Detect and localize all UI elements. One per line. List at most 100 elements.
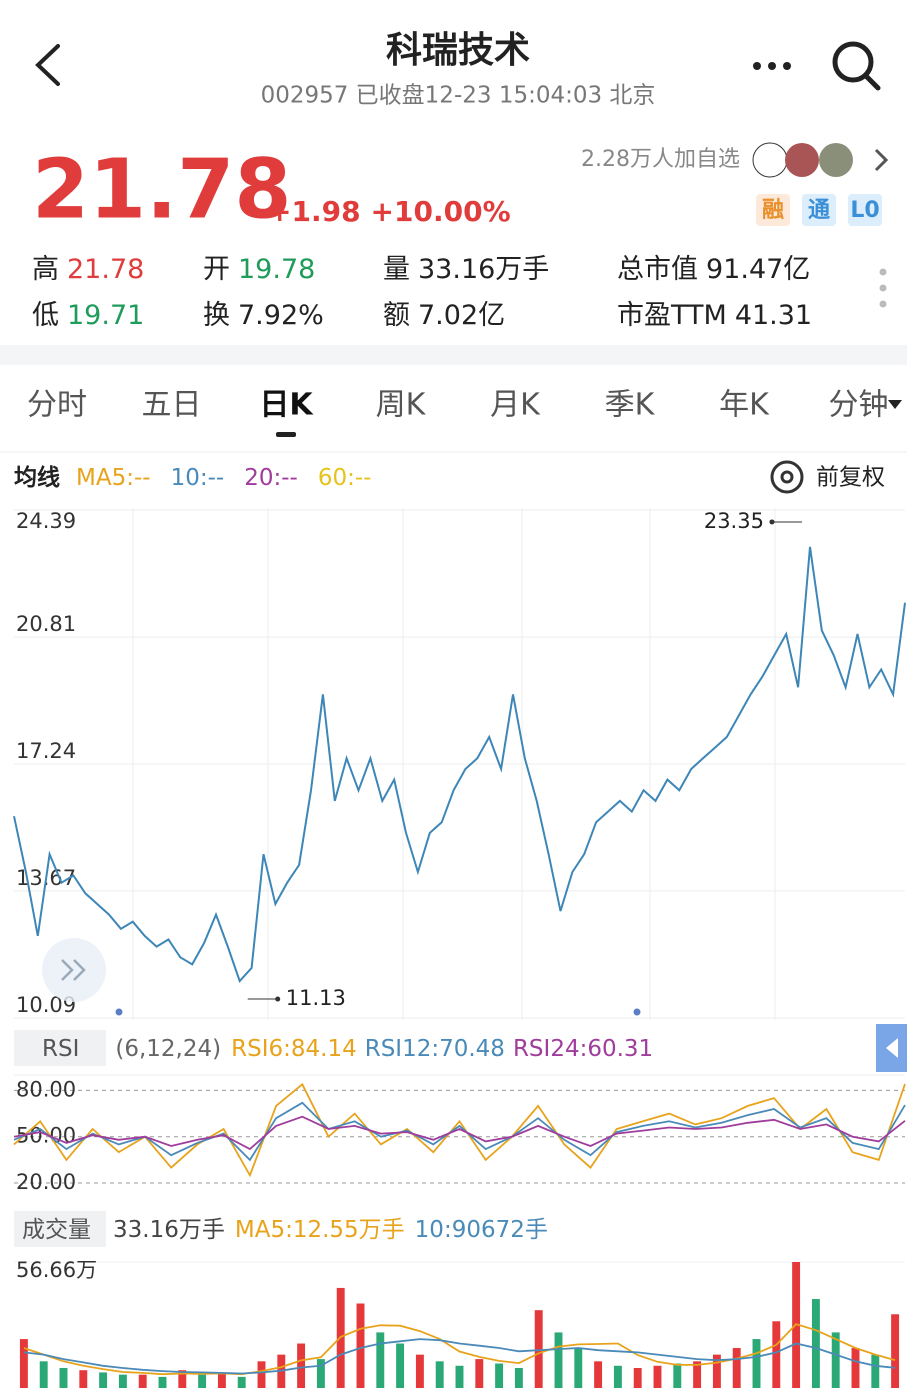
- change: +1.98: [268, 195, 361, 228]
- volume-bar: [732, 1347, 741, 1388]
- back-button[interactable]: [35, 44, 60, 86]
- rsi-line: [13, 1082, 906, 1178]
- volume-bar: [495, 1363, 504, 1388]
- dropdown-caret: [888, 400, 902, 409]
- chevron[interactable]: [874, 148, 889, 172]
- legend-item: RSI12:70.48: [365, 1036, 505, 1062]
- tab[interactable]: 日K: [259, 388, 314, 423]
- stats-more[interactable]: [879, 268, 887, 308]
- badge-bg: [802, 194, 836, 226]
- volume-bar: [19, 1339, 28, 1388]
- volume-bar: [178, 1370, 187, 1388]
- avatars[interactable]: [752, 142, 853, 178]
- volume-bar: [138, 1374, 147, 1388]
- y-tick-label: 20.00: [16, 1170, 76, 1194]
- y-tick-label: 20.81: [16, 612, 76, 636]
- volume-bar: [475, 1359, 484, 1388]
- tab[interactable]: 五日: [142, 388, 202, 423]
- volume-ma-line: [23, 1338, 896, 1375]
- tabs: 分时 五日 日K 周K 月K 季K 年K 分钟: [27, 388, 902, 437]
- tab[interactable]: 分钟: [829, 388, 889, 423]
- adjust-label: 前复权: [816, 465, 885, 491]
- tab[interactable]: 月K: [490, 388, 541, 423]
- rsi-tab[interactable]: [14, 1030, 106, 1066]
- stat-value: 33.16万手: [418, 254, 549, 285]
- stat-value: 7.92%: [238, 300, 324, 331]
- volume-bar: [811, 1299, 820, 1388]
- price-change: +1.98 +10.00%: [268, 195, 511, 228]
- stat-value: 91.47亿: [706, 254, 810, 285]
- volume-bar: [217, 1372, 226, 1388]
- change-pct: +10.00%: [371, 195, 511, 228]
- stat-label: 高: [32, 254, 59, 285]
- tab[interactable]: 季K: [605, 388, 656, 423]
- volume-bar: [514, 1367, 523, 1388]
- stat: 总市值 91.47亿: [617, 254, 810, 285]
- volume-bar: [198, 1374, 207, 1388]
- more-button[interactable]: [753, 62, 791, 70]
- stat: 高 21.78: [32, 254, 144, 285]
- volume-total: 33.16万手: [113, 1217, 225, 1243]
- stat: 市盈TTM 41.31: [617, 300, 812, 331]
- badge-bg: [848, 194, 882, 226]
- stock-title: 科瑞技术: [386, 30, 530, 71]
- stat: 量 33.16万手: [383, 254, 549, 285]
- volume-bar: [594, 1361, 603, 1388]
- watchers: 2.28万人加自选: [581, 147, 740, 172]
- search-button[interactable]: [832, 41, 881, 91]
- expand-button[interactable]: [42, 938, 106, 1002]
- volume-bar: [39, 1361, 48, 1388]
- legend-item: MA5:12.55万手: [235, 1217, 405, 1243]
- event-dot[interactable]: [115, 1008, 123, 1016]
- stat-label: 额: [383, 300, 410, 331]
- expand-icon: [61, 959, 86, 981]
- volume-bar: [396, 1343, 405, 1388]
- stat: 额 7.02亿: [383, 300, 505, 331]
- volume-tab[interactable]: [14, 1211, 106, 1247]
- stat: 开 19.78: [203, 254, 315, 285]
- volume-bar: [99, 1372, 108, 1388]
- divider: [0, 345, 907, 365]
- volume-bar: [653, 1365, 662, 1388]
- ma-label: 均线: [14, 464, 60, 491]
- tab-underline: [276, 432, 296, 437]
- ma-item: 60:--: [318, 465, 372, 491]
- legend-item: 10:90672手: [415, 1217, 548, 1243]
- volume-chart: 56.66万: [14, 1258, 905, 1388]
- volume-title: 成交量: [22, 1217, 91, 1243]
- ma-item: 10:--: [171, 465, 225, 491]
- ma-bar: 均线 MA5:-- 10:-- 20:-- 60:--: [14, 464, 371, 491]
- stat: 低 19.71: [32, 300, 144, 331]
- event-dot[interactable]: [633, 1008, 641, 1016]
- ma-item: MA5:--: [76, 465, 151, 491]
- volume-bar: [237, 1376, 246, 1388]
- ma-item: 20:--: [244, 465, 298, 491]
- volume-bar: [633, 1367, 642, 1388]
- tab[interactable]: 周K: [376, 388, 427, 423]
- tab[interactable]: 分时: [27, 388, 87, 423]
- volume-bar: [257, 1361, 266, 1388]
- tab[interactable]: 年K: [719, 388, 770, 423]
- stat-label: 量: [383, 254, 410, 285]
- rsi-line: [13, 1101, 906, 1162]
- badges: 融通 L0: [756, 194, 882, 226]
- volume-bar: [613, 1365, 622, 1388]
- stock-subtitle: 002957 已收盘12-23 15:04:03 北京: [261, 83, 656, 109]
- volume-bar: [831, 1332, 840, 1388]
- volume-bar: [534, 1310, 543, 1388]
- adjust-button[interactable]: 前复权: [770, 460, 885, 494]
- legend-item: RSI24:60.31: [513, 1036, 653, 1062]
- stat-value: 21.78: [67, 254, 144, 285]
- badge-bg: [756, 194, 790, 226]
- stat-label: 总市值: [617, 254, 698, 285]
- annotation: 11.13: [286, 986, 346, 1010]
- y-tick-label: 24.39: [16, 509, 76, 533]
- volume-bar: [158, 1376, 167, 1388]
- volume-bar: [712, 1354, 721, 1388]
- rsi-header: RSI (6,12,24) RSI6:84.14 RSI12:70.48 RSI24:6…: [42, 1036, 653, 1062]
- y-tick-label: 80.00: [16, 1077, 76, 1101]
- rsi-title: RSI: [42, 1036, 79, 1062]
